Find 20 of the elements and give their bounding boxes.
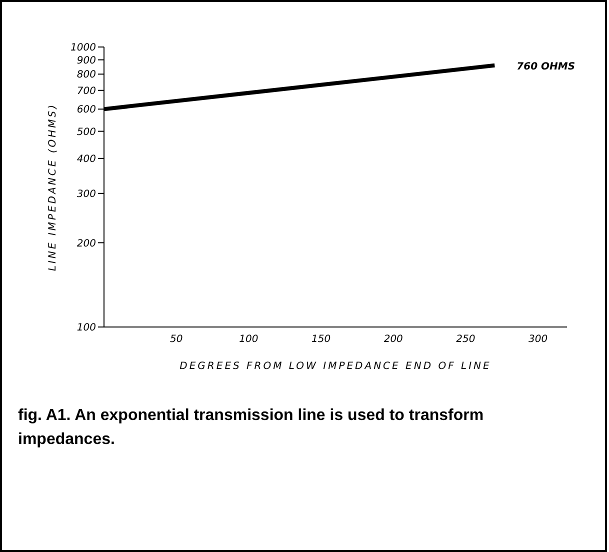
y-tick-label: 200	[76, 238, 96, 250]
x-tick-label: 250	[456, 334, 476, 346]
x-tick-label: 200	[384, 334, 403, 346]
annotation: 760 OHMS	[516, 61, 576, 72]
y-tick-label: 800	[76, 70, 96, 81]
x-tick-label: 100	[239, 334, 258, 346]
y-tick-label: 600	[76, 104, 96, 116]
x-tick-label: 50	[170, 334, 183, 346]
y-tick-label: 700	[76, 86, 96, 97]
y-tick-label: 400	[76, 154, 96, 165]
x-tick-label: 150	[311, 334, 331, 346]
y-tick-label: 900	[76, 55, 96, 66]
x-axis-title: DEGREES FROM LOW IMPEDANCE END OF LINE	[180, 361, 492, 372]
caption: fig. A1. An exponential transmission line is used to transform impedances.	[18, 406, 485, 450]
y-tick-label: 1000	[70, 42, 96, 54]
y-tick-label: 300	[76, 188, 96, 200]
y-tick-label: 500	[76, 126, 96, 138]
x-tick-label: 300	[528, 334, 548, 346]
y-tick-label: 100	[76, 322, 96, 334]
y-axis-title: LINE IMPEDANCE (OHMS)	[48, 102, 59, 272]
